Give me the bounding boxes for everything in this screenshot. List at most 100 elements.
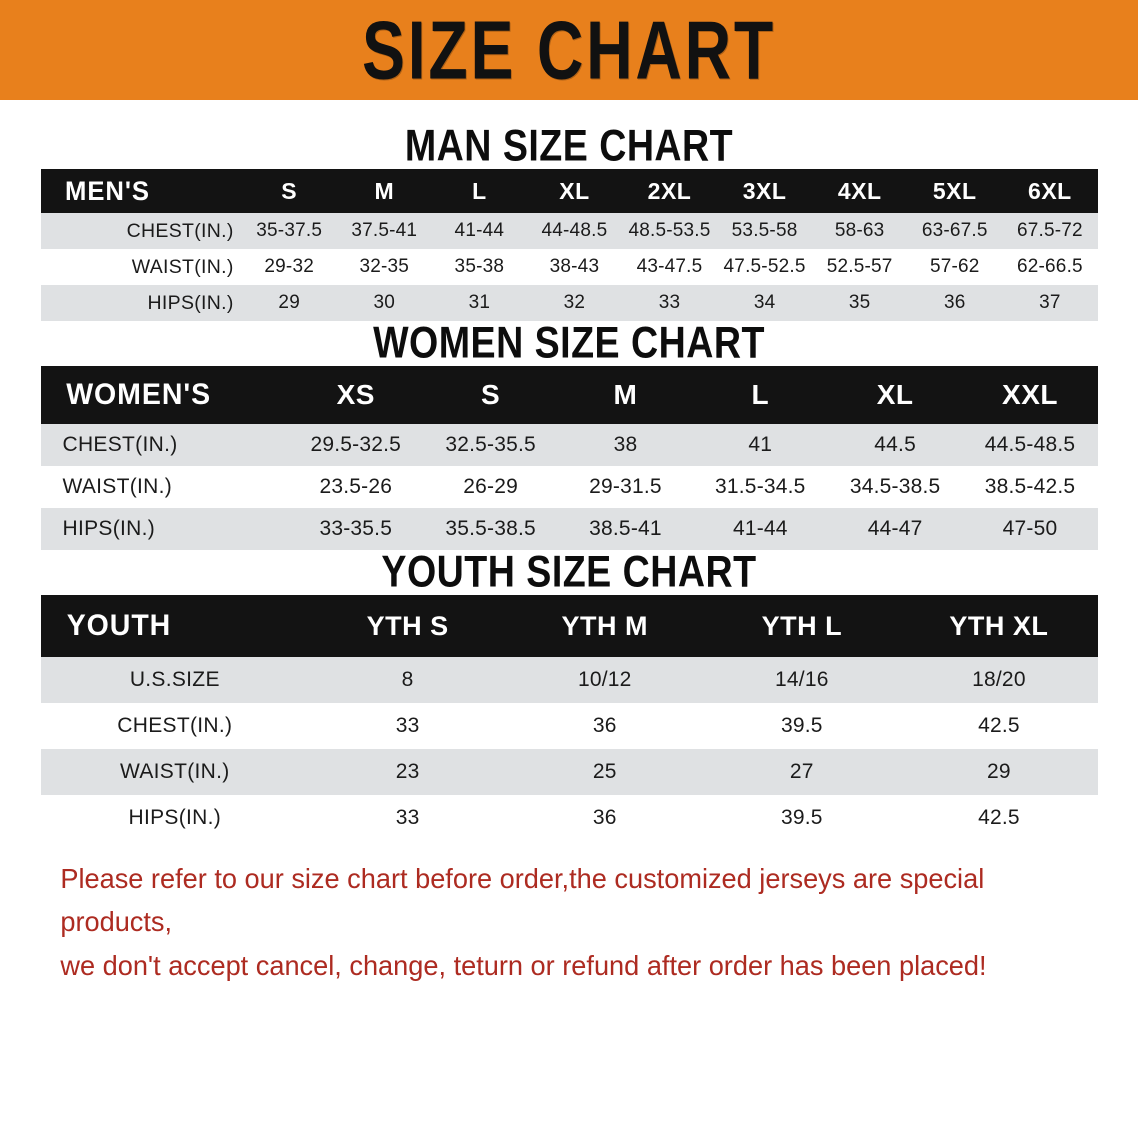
return-policy-line-1: Please refer to our size chart before or… <box>60 863 985 938</box>
man-table-body: MEN'S S M L XL 2XL 3XL 4XL 5XL 6XL CHEST(IN.) 35-37… <box>40 169 1098 321</box>
measurement-cell: 23.5-26 <box>319 475 393 498</box>
measurement-cell: 29 <box>278 292 300 313</box>
measurement-cell: 41-44 <box>454 220 505 241</box>
youth-column-header-3: YTH L <box>761 610 843 641</box>
women-table-header-row: WOMEN'S XS S M L XL XXL <box>40 366 1098 424</box>
table-row: CHEST(IN.) 29.5-32.5 32.5-35.5 38 41 44.5 44.5… <box>40 424 1098 466</box>
measurement-cell: 67.5-72 <box>1016 220 1083 241</box>
table-row: WAIST(IN.) 23 25 27 29 <box>40 749 1098 795</box>
table-row: WAIST(IN.) 23.5-26 26-29 29-31.5 31.5-34.5 34… <box>40 466 1098 508</box>
row-label: CHEST(IN.) <box>62 433 178 456</box>
women-column-header-1: XS <box>336 379 375 410</box>
measurement-cell: 43-47.5 <box>636 256 703 277</box>
measurement-cell: 39.5 <box>780 714 823 737</box>
measurement-cell: 42.5 <box>978 714 1020 737</box>
measurement-cell: 38-43 <box>549 256 600 277</box>
women-column-header-5: XL <box>876 379 914 410</box>
man-table-wrapper: MEN'S S M L XL 2XL 3XL 4XL 5XL 6XL CHEST(IN.) 35-37… <box>40 169 1098 321</box>
measurement-cell: 8 <box>401 668 414 691</box>
measurement-cell: 44-47 <box>867 517 923 540</box>
measurement-cell: 44-48.5 <box>541 220 608 241</box>
measurement-cell: 48.5-53.5 <box>628 220 711 241</box>
women-table-wrapper: WOMEN'S XS S M L XL XXL CHEST(IN.) 29.5-32.5 32.5… <box>40 366 1098 550</box>
man-column-header-9: 6XL <box>1028 177 1072 204</box>
measurement-cell: 31.5-34.5 <box>715 475 806 498</box>
return-policy-line-2: we don't accept cancel, change, teturn o… <box>60 949 987 981</box>
measurement-cell: 33 <box>658 292 681 313</box>
youth-column-header-2: YTH M <box>561 610 648 641</box>
measurement-cell: 36 <box>592 806 617 829</box>
measurement-cell: 53.5-58 <box>731 220 798 241</box>
women-section-title: WOMEN SIZE CHART <box>373 318 765 368</box>
row-label: U.S.SIZE <box>129 668 220 691</box>
measurement-cell: 37.5-41 <box>351 220 418 241</box>
row-label: HIPS(IN.) <box>62 517 156 540</box>
table-row: U.S.SIZE 8 10/12 14/16 18/20 <box>40 657 1098 703</box>
measurement-cell: 18/20 <box>972 668 1026 691</box>
row-label: CHEST(IN.) <box>126 219 234 242</box>
return-policy-note: Please refer to our size chart before or… <box>39 857 1067 987</box>
row-label: HIPS(IN.) <box>128 806 222 829</box>
measurement-cell: 10/12 <box>577 668 632 691</box>
measurement-cell: 35.5-38.5 <box>445 517 536 540</box>
measurement-cell: 23 <box>395 760 420 783</box>
measurement-cell: 26-29 <box>463 475 518 498</box>
table-row: WAIST(IN.) 29-32 32-35 35-38 38-43 43-47.5 47.… <box>40 249 1098 285</box>
man-column-header-7: 4XL <box>837 177 882 204</box>
measurement-cell: 57-62 <box>929 256 980 277</box>
measurement-cell: 47-50 <box>1002 517 1058 540</box>
man-column-header-4: XL <box>559 177 590 204</box>
table-row: CHEST(IN.) 35-37.5 37.5-41 41-44 44-48.5 48.5… <box>40 213 1098 249</box>
women-table-body: WOMEN'S XS S M L XL XXL CHEST(IN.) 29.5-32.5 32.5… <box>40 366 1098 550</box>
youth-column-header-4: YTH XL <box>949 610 1049 641</box>
measurement-cell: 33-35.5 <box>319 517 393 540</box>
women-column-header-2: S <box>481 379 501 410</box>
man-column-header-3: L <box>472 177 487 204</box>
measurement-cell: 31 <box>468 292 491 313</box>
youth-size-table: YOUTH YTH S YTH M YTH L YTH XL U.S.SIZE 8 10/12… <box>40 595 1098 841</box>
man-column-header-2: M <box>374 177 395 204</box>
women-column-header-3: M <box>613 379 638 410</box>
women-column-header-4: L <box>751 379 770 410</box>
row-label: WAIST(IN.) <box>120 760 230 783</box>
measurement-cell: 32.5-35.5 <box>445 433 536 456</box>
measurement-cell: 39.5 <box>780 806 823 829</box>
measurement-cell: 33 <box>395 714 420 737</box>
measurement-cell: 30 <box>373 292 396 313</box>
measurement-cell: 35 <box>848 292 871 313</box>
row-label: HIPS(IN.) <box>147 291 234 314</box>
row-label: WAIST(IN.) <box>131 255 234 278</box>
measurement-cell: 34 <box>753 292 776 313</box>
measurement-cell: 44.5 <box>874 433 916 456</box>
man-column-header-5: 2XL <box>647 177 692 204</box>
measurement-cell: 14/16 <box>775 668 829 691</box>
measurement-cell: 58-63 <box>834 220 885 241</box>
measurement-cell: 27 <box>789 760 814 783</box>
youth-column-header-1: YTH S <box>366 610 449 641</box>
measurement-cell: 36 <box>592 714 617 737</box>
man-category-header: MEN'S <box>64 175 150 206</box>
measurement-cell: 33 <box>395 806 420 829</box>
table-row: CHEST(IN.) 33 36 39.5 42.5 <box>40 703 1098 749</box>
measurement-cell: 47.5-52.5 <box>723 256 806 277</box>
man-section-title: MAN SIZE CHART <box>404 121 734 171</box>
man-column-header-8: 5XL <box>932 177 977 204</box>
man-column-header-1: S <box>281 177 298 204</box>
measurement-cell: 35-37.5 <box>256 220 323 241</box>
measurement-cell: 25 <box>592 760 617 783</box>
measurement-cell: 37 <box>1039 292 1061 313</box>
row-label: WAIST(IN.) <box>62 475 173 498</box>
measurement-cell: 44.5-48.5 <box>984 433 1076 456</box>
page-title: SIZE CHART <box>362 3 776 97</box>
youth-table-body: YOUTH YTH S YTH M YTH L YTH XL U.S.SIZE 8 10/12… <box>40 595 1098 841</box>
women-category-header: WOMEN'S <box>65 378 211 411</box>
measurement-cell: 29-31.5 <box>589 475 662 498</box>
man-size-table: MEN'S S M L XL 2XL 3XL 4XL 5XL 6XL CHEST(IN.) 35-37… <box>40 169 1098 321</box>
measurement-cell: 42.5 <box>978 806 1020 829</box>
measurement-cell: 52.5-57 <box>826 256 893 277</box>
row-label: CHEST(IN.) <box>117 714 233 737</box>
measurement-cell: 34.5-38.5 <box>849 475 941 498</box>
youth-table-header-row: YOUTH YTH S YTH M YTH L YTH XL <box>40 595 1098 657</box>
youth-section-title: YOUTH SIZE CHART <box>381 547 757 597</box>
women-size-table: WOMEN'S XS S M L XL XXL CHEST(IN.) 29.5-32.5 32.5… <box>40 366 1098 550</box>
